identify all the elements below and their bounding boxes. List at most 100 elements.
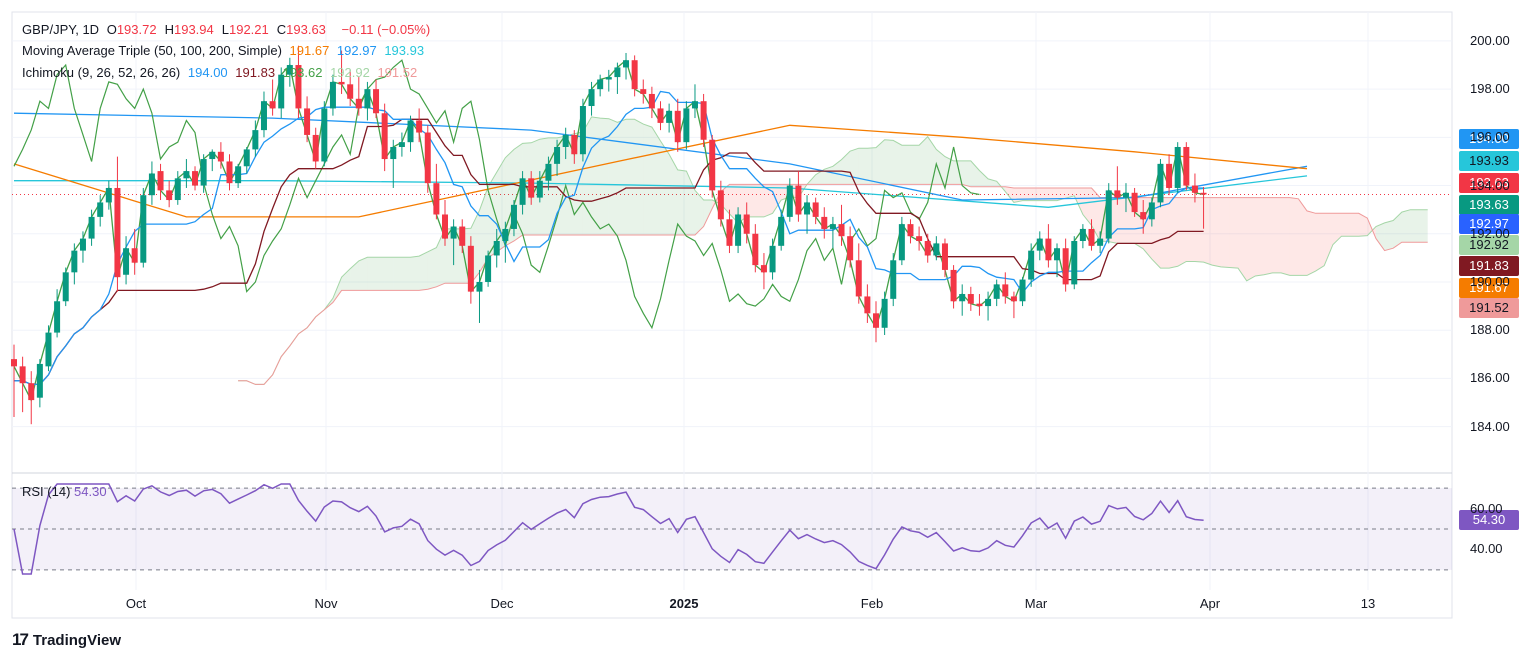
kijun-sen-line	[14, 118, 1204, 386]
cloud-segment	[1212, 197, 1221, 267]
time-tick-label: 13	[1360, 596, 1376, 611]
price-tick-label: 194.00	[1470, 177, 1510, 193]
ma50-value: 191.67	[289, 43, 330, 58]
candle-body	[691, 101, 698, 109]
candle-body	[1183, 146, 1190, 186]
candle-body	[623, 60, 630, 68]
candle-body	[148, 173, 155, 196]
cloud-segment	[1358, 213, 1368, 237]
cloud-segment	[410, 256, 420, 291]
rsi-tick-label: 60.00	[1470, 500, 1503, 516]
price-tick-label: 192.00	[1470, 225, 1510, 241]
cloud-segment	[591, 116, 601, 235]
cloud-segment	[746, 184, 756, 217]
cloud-segment	[763, 184, 773, 217]
cloud-segment	[1272, 197, 1282, 273]
candle-body	[743, 214, 750, 234]
candle-body	[510, 204, 517, 229]
candle-body	[493, 241, 500, 256]
candle-body	[1122, 192, 1129, 198]
cloud-segment	[1410, 209, 1420, 243]
cloud-segment	[729, 184, 739, 223]
ma200-value: 193.93	[384, 43, 425, 58]
candle-body	[786, 185, 793, 217]
candle-body	[1045, 238, 1052, 261]
time-tick-label: Feb	[860, 596, 884, 611]
candle-body	[36, 363, 43, 398]
candle-body	[347, 84, 354, 99]
candle-body	[79, 238, 86, 251]
candle-body	[536, 180, 543, 198]
candle-body	[562, 134, 569, 147]
tradingview-logo-icon: 17	[12, 630, 29, 649]
rsi-value: 54.30	[74, 484, 107, 499]
candle-body	[1002, 284, 1009, 297]
candle-body	[235, 166, 242, 184]
cloud-segment	[738, 184, 747, 223]
candle-body	[941, 243, 948, 270]
candle-body	[217, 151, 224, 162]
candle-body	[1097, 238, 1104, 246]
brand-name: TradingView	[32, 631, 122, 649]
candle-body	[140, 195, 147, 263]
candle-body	[545, 163, 552, 181]
cloud-segment	[350, 260, 359, 291]
candle-body	[286, 65, 293, 75]
candle-body	[1071, 241, 1078, 285]
candle-body	[666, 110, 673, 123]
candle-body	[631, 60, 638, 90]
rsi-price-label: 54.30	[1459, 510, 1519, 531]
cloud-segment	[1013, 187, 1023, 203]
candle-body	[381, 113, 388, 160]
price-tick-label: 198.00	[1470, 81, 1510, 97]
ohlc-key: L	[221, 22, 229, 37]
candle-body	[97, 202, 104, 217]
time-tick-label: Oct	[125, 596, 147, 611]
candle-body	[19, 366, 26, 384]
price-label: 193.63	[1459, 173, 1519, 193]
candle-body	[1054, 248, 1061, 261]
candle-body	[174, 178, 181, 201]
time-tick-label: Mar	[1024, 596, 1048, 611]
candle-body	[260, 101, 267, 131]
cloud-segment	[1229, 197, 1239, 269]
candle-body	[890, 260, 897, 299]
cloud-segment	[1117, 197, 1126, 244]
candle-body	[416, 120, 423, 133]
cloud-segment	[1005, 186, 1014, 203]
cloud-segment	[1186, 197, 1195, 262]
candle-body	[269, 101, 276, 109]
candle-body	[200, 159, 207, 186]
rsi-tick-label: 40.00	[1470, 541, 1503, 557]
rsi-name: RSI (14)	[22, 484, 71, 499]
candle-body	[123, 248, 130, 275]
candle-body	[855, 260, 862, 297]
cloud-segment	[1289, 197, 1299, 276]
cloud-segment	[1263, 197, 1273, 275]
price-label: 193.63	[1459, 195, 1519, 215]
candle-body	[795, 185, 802, 215]
cloud-segment	[815, 169, 825, 185]
candle-body	[338, 81, 345, 85]
price-tick-label: 186.00	[1470, 370, 1510, 386]
cloud-segment	[1384, 220, 1394, 251]
candle-body	[648, 93, 655, 109]
cloud-segment	[1039, 187, 1049, 201]
candle-body	[11, 359, 17, 367]
candle-body	[1019, 279, 1026, 302]
cloud-segment	[772, 184, 782, 214]
candle-body	[424, 132, 431, 184]
cloud-segment	[755, 184, 764, 217]
cloud-segment	[1281, 197, 1290, 276]
cloud-segment	[1255, 197, 1264, 276]
symbol-legend: GBP/JPY, 1D O193.72 H193.94 L192.21 C193.63…	[22, 22, 434, 37]
candle-body	[864, 296, 871, 314]
candle-body	[1191, 185, 1198, 193]
candle-body	[847, 236, 854, 261]
candle-body	[924, 241, 931, 256]
span-b-value: 191.52	[377, 65, 418, 80]
tradingview-logo: 17 TradingView	[12, 630, 121, 650]
candle-body	[321, 108, 328, 162]
candle-body	[364, 89, 371, 109]
price-tick-label: 200.00	[1470, 32, 1510, 48]
